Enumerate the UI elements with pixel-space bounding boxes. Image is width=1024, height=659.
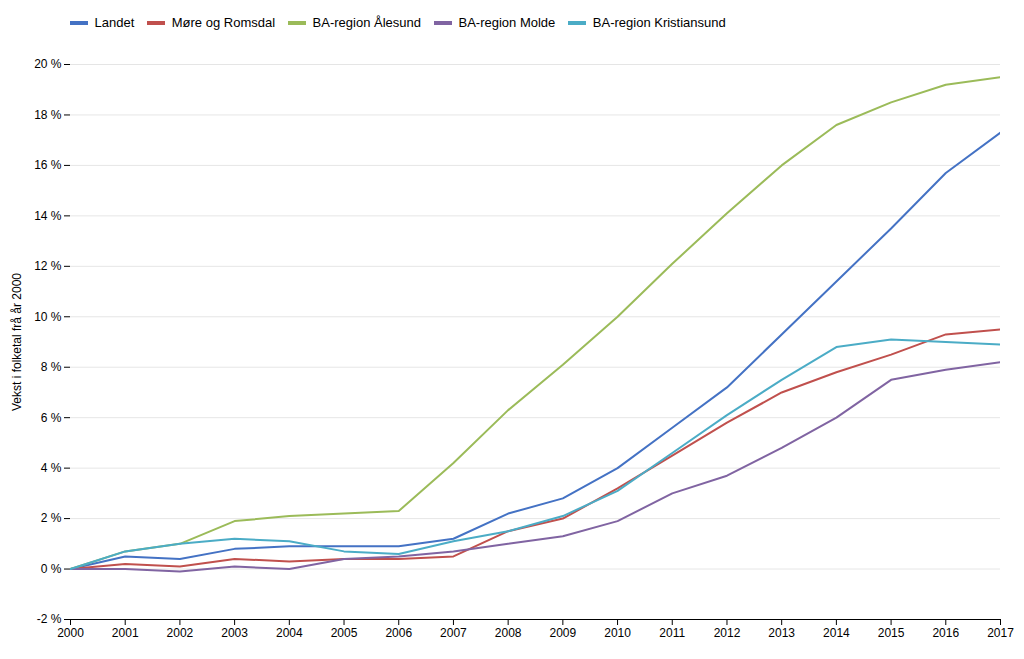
html-text:Møre og Romsdal: Møre og Romsdal [171,15,276,30]
svg-text:2010: 2010 [604,626,631,640]
html-text:BA-region Kristiansund: BA-region Kristiansund [592,15,726,30]
svg-text:2005: 2005 [331,626,358,640]
html-text:BA-region Ålesund: BA-region Ålesund [312,15,421,30]
svg-text:2001: 2001 [112,626,139,640]
html-text:Landet: Landet [94,15,135,30]
svg-text:Vekst i folketal frå år 2000: Vekst i folketal frå år 2000 [10,272,24,410]
svg-text:2014: 2014 [823,626,850,640]
svg-text:6 %: 6 % [41,410,62,424]
svg-text:0 %: 0 % [41,561,62,575]
svg-text:10 %: 10 % [34,309,62,323]
svg-text:20 %: 20 % [34,57,62,71]
svg-text:2007: 2007 [440,626,467,640]
svg-text:2002: 2002 [167,626,194,640]
svg-text:12 %: 12 % [34,259,62,273]
svg-text:2003: 2003 [221,626,248,640]
svg-text:2004: 2004 [276,626,303,640]
svg-text:14 %: 14 % [34,208,62,222]
svg-text:2009: 2009 [550,626,577,640]
svg-text:4 %: 4 % [41,460,62,474]
svg-text:2 %: 2 % [41,511,62,525]
svg-text:2017: 2017 [987,626,1014,640]
svg-text:16 %: 16 % [34,158,62,172]
svg-text:2013: 2013 [768,626,795,640]
svg-text:2006: 2006 [385,626,412,640]
svg-text:2012: 2012 [714,626,741,640]
html-text:BA-region Molde: BA-region Molde [458,15,556,30]
svg-text:2008: 2008 [495,626,522,640]
svg-text:18 %: 18 % [34,107,62,121]
svg-text:-2 %: -2 % [37,612,62,626]
svg-text:2000: 2000 [57,626,84,640]
svg-text:2015: 2015 [878,626,905,640]
svg-text:2011: 2011 [659,626,685,640]
svg-text:8 %: 8 % [41,360,62,374]
svg-text:2016: 2016 [932,626,959,640]
